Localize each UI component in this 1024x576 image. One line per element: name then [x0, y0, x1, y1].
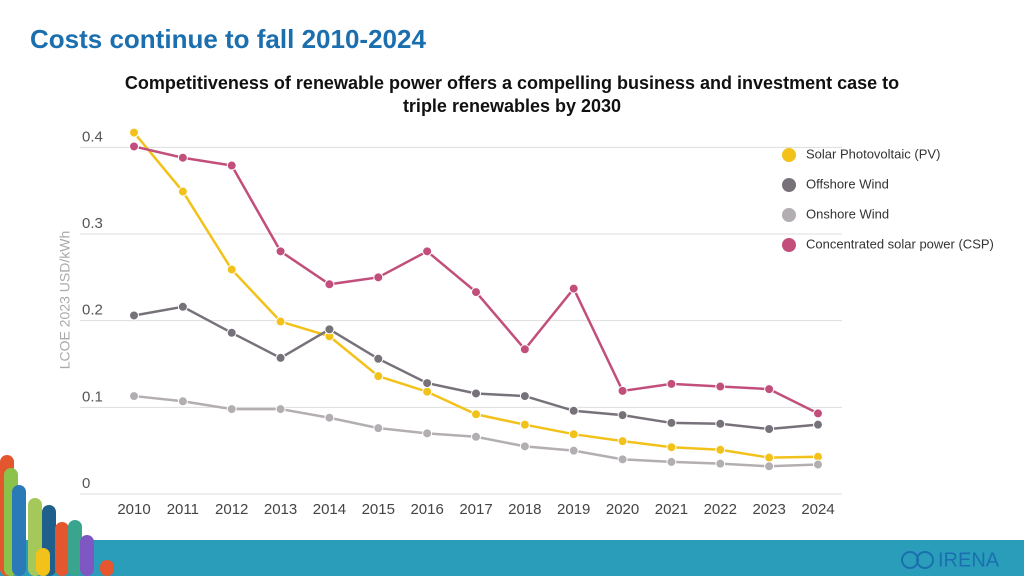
- data-point: [715, 381, 726, 392]
- data-point: [324, 279, 335, 290]
- footer-band: [0, 540, 1024, 576]
- data-point: [568, 445, 579, 456]
- legend-marker: [782, 178, 796, 192]
- x-tick-label: 2011: [167, 501, 199, 518]
- data-point: [519, 344, 530, 355]
- data-point: [422, 378, 433, 389]
- data-point: [129, 127, 139, 138]
- x-tick-label: 2014: [313, 501, 346, 518]
- data-point: [275, 404, 286, 415]
- data-point: [471, 287, 481, 298]
- y-tick-label: 0.3: [82, 215, 103, 232]
- data-point: [226, 264, 237, 275]
- y-tick-label: 0.1: [82, 388, 103, 405]
- y-tick-label: 0.4: [82, 128, 103, 145]
- data-point: [422, 428, 433, 439]
- data-point: [324, 412, 335, 423]
- data-point: [617, 454, 628, 465]
- series-line: [133, 145, 819, 415]
- data-point: [324, 324, 335, 335]
- logo-text: IRENA: [938, 549, 1000, 571]
- data-point: [177, 186, 188, 197]
- slide-title: Costs continue to fall 2010-2024: [30, 24, 426, 54]
- x-tick-label: 2013: [264, 501, 297, 518]
- x-tick-label: 2019: [557, 501, 590, 518]
- data-point: [568, 429, 579, 440]
- data-point: [373, 272, 384, 283]
- data-point: [813, 419, 823, 430]
- data-point: [666, 442, 677, 453]
- data-point: [715, 444, 726, 455]
- data-point: [471, 388, 481, 399]
- x-tick-label: 2012: [215, 501, 248, 518]
- data-point: [568, 405, 579, 416]
- data-point: [471, 409, 481, 420]
- data-point: [373, 353, 384, 364]
- data-point: [129, 310, 139, 321]
- x-tick-label: 2023: [752, 501, 785, 518]
- data-point: [275, 352, 286, 363]
- data-point: [617, 436, 628, 447]
- data-point: [617, 385, 628, 396]
- data-point: [177, 152, 188, 163]
- data-point: [666, 417, 677, 428]
- data-point: [373, 423, 384, 434]
- chart-subtitle: Competitiveness of renewable power offer…: [124, 73, 900, 116]
- x-tick-label: 2021: [655, 501, 688, 518]
- legend-marker: [782, 238, 796, 252]
- data-point: [129, 391, 139, 402]
- data-point: [226, 160, 237, 171]
- data-point: [568, 283, 579, 294]
- x-tick-label: 2015: [362, 501, 395, 518]
- data-point: [226, 404, 237, 415]
- legend-label: Solar Photovoltaic (PV): [806, 146, 940, 161]
- data-point: [519, 441, 530, 452]
- x-tick-label: 2017: [459, 501, 492, 518]
- data-point: [617, 410, 628, 421]
- y-axis-label: LCOE 2023 USD/kWh: [57, 231, 73, 370]
- data-point: [519, 419, 530, 430]
- data-point: [422, 386, 433, 397]
- x-tick-label: 2020: [606, 501, 639, 518]
- y-tick-label: 0: [82, 475, 90, 492]
- x-tick-label: 2018: [508, 501, 541, 518]
- legend-label: Offshore Wind: [806, 176, 889, 191]
- data-point: [764, 384, 775, 395]
- x-tick-label: 2024: [801, 501, 834, 518]
- logo-mark: [901, 551, 934, 569]
- x-tick-label: 2016: [410, 501, 443, 518]
- data-point: [813, 459, 823, 470]
- legend-label: Concentrated solar power (CSP): [806, 236, 994, 251]
- data-point: [666, 456, 677, 467]
- legend-marker: [782, 148, 796, 162]
- legend-marker: [782, 208, 796, 222]
- data-point: [275, 246, 286, 257]
- data-point: [764, 461, 775, 472]
- data-point: [177, 396, 188, 407]
- data-point: [715, 458, 726, 469]
- data-point: [813, 408, 823, 419]
- data-point: [666, 378, 677, 389]
- decoration: [0, 455, 114, 576]
- data-point: [422, 246, 433, 257]
- y-tick-label: 0.2: [82, 302, 103, 319]
- data-point: [373, 371, 384, 382]
- data-point: [129, 141, 139, 152]
- data-point: [471, 431, 481, 442]
- x-tick-label: 2022: [704, 501, 737, 518]
- data-point: [226, 327, 237, 338]
- data-point: [715, 418, 726, 429]
- x-tick-label: 2010: [117, 501, 150, 518]
- data-point: [519, 391, 530, 402]
- series-line: [133, 394, 819, 468]
- data-point: [177, 301, 188, 312]
- data-point: [275, 316, 286, 327]
- data-point: [764, 452, 775, 463]
- data-point: [764, 424, 775, 434]
- legend-label: Onshore Wind: [806, 206, 889, 221]
